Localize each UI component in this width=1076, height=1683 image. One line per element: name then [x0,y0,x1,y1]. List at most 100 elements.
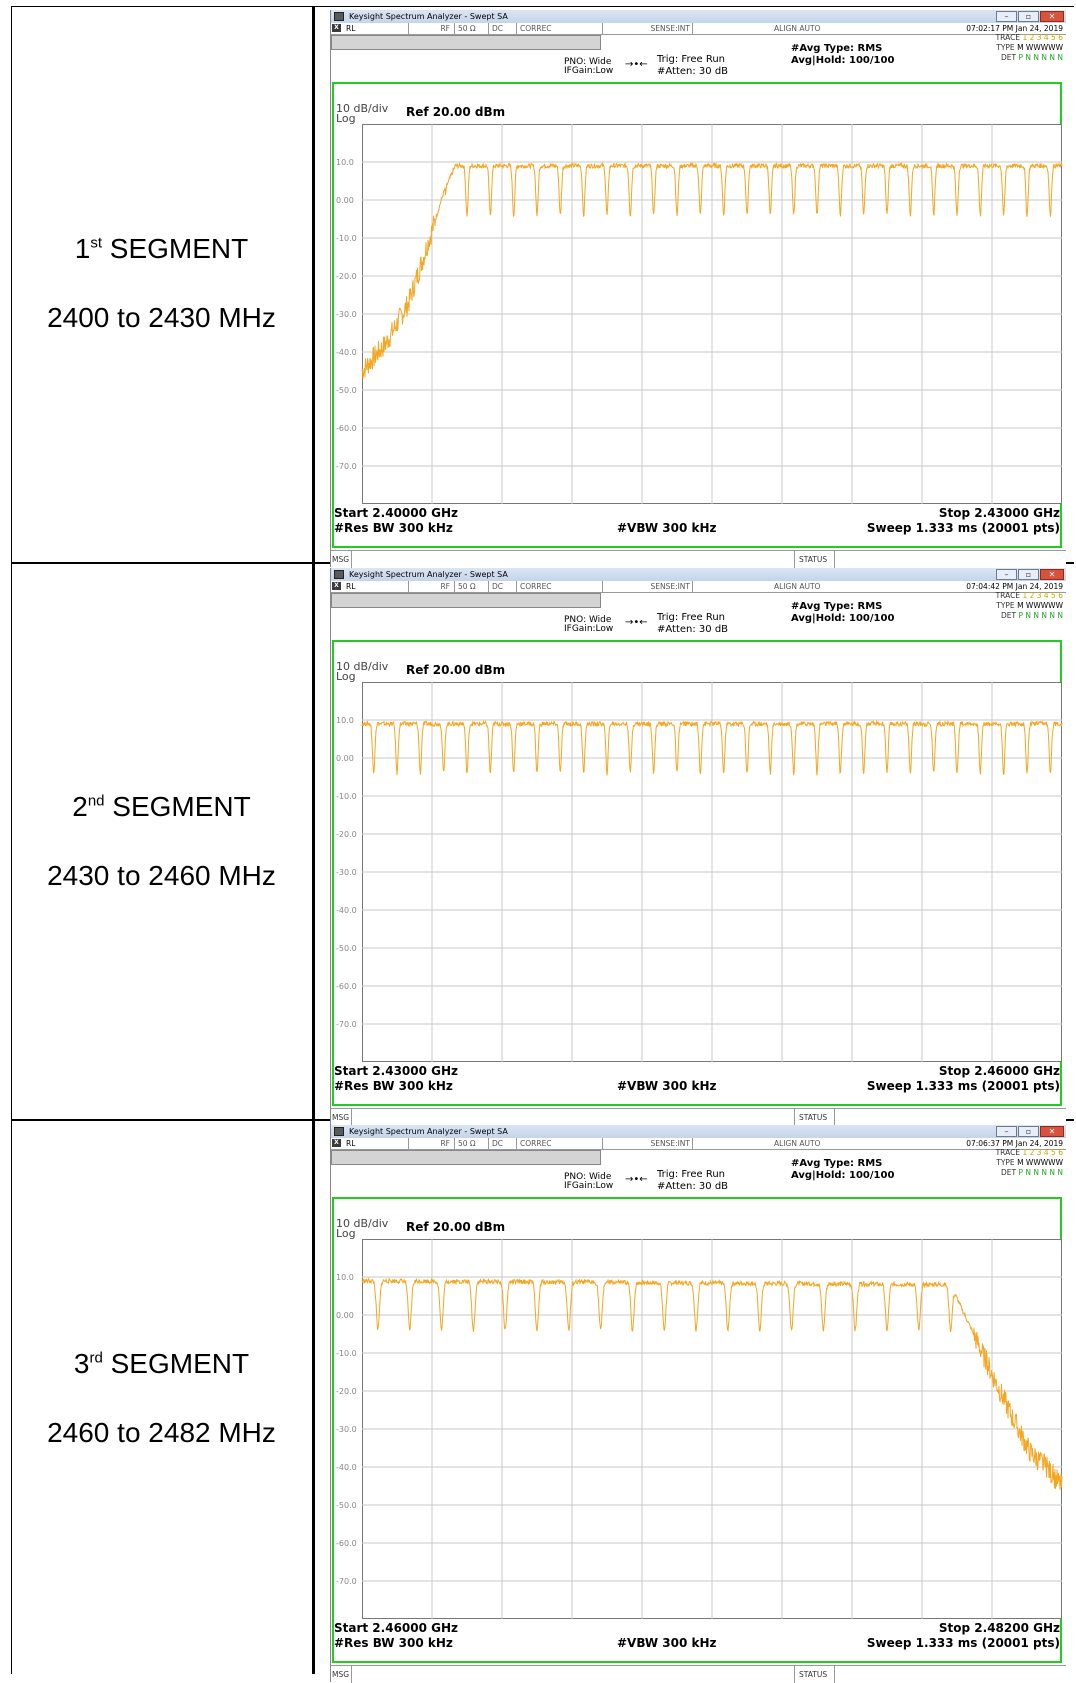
sweep-time: Sweep 1.333 ms (20001 pts) [866,521,1060,535]
window-title: Keysight Spectrum Analyzer - Swept SA [349,12,508,21]
window-titlebar: Keysight Spectrum Analyzer - Swept SA – … [331,10,1066,23]
trace-info: TRACE 1 2 3 4 5 6 TYPE M WWWWW DET P N N… [996,1148,1063,1178]
rl-indicator: RL [343,581,409,592]
y-tick-label: -70.0 [336,1577,357,1586]
timestamp: 07:02:17 PM Jan 24, 2019 [966,24,1063,33]
minimize-icon[interactable]: – [996,11,1017,22]
start-frequency: Start 2.40000 GHz [334,506,459,520]
timestamp: 07:06:37 PM Jan 24, 2019 [966,1139,1063,1148]
reference-level: Ref 20.00 dBm [406,1220,506,1234]
y-tick-label: -40.0 [336,348,357,357]
msg-label: MSG [332,1113,350,1122]
spectrum-trace [361,1277,1063,1490]
timestamp: 07:04:42 PM Jan 24, 2019 [966,582,1063,591]
rl-indicator: RL [343,1138,409,1149]
attenuation-setting: #Atten: 30 dB [657,624,729,635]
y-tick-label: -50.0 [336,1501,357,1510]
spectrum-graph: 10.0 0.00 -10.0 -20.0 -30.0 -40.0 -50.0 -60.0 -7… [336,124,1063,504]
scale-per-div: 10 dB/div [336,1217,389,1230]
y-tick-label: -10.0 [336,792,357,801]
scale-type: Log [336,1227,356,1240]
scale-label: 10 dB/div Log [336,660,389,683]
minimize-icon[interactable]: – [996,569,1017,580]
pno-setting: PNO: Wide [564,615,612,625]
y-tick-label: 10.0 [336,158,354,167]
y-tick-label: -50.0 [336,386,357,395]
entry-field[interactable] [331,1150,601,1165]
trace-label: TRACE [995,1148,1021,1157]
trigger-setting: Trig: Free Run [657,612,725,623]
trace-values: 1 2 3 4 5 6 [1022,591,1063,600]
pno-setting: PNO: Wide [564,57,612,67]
msg-label: MSG [332,555,350,564]
start-frequency: Start 2.46000 GHz [334,1621,459,1635]
type-values: M WWWWW [1017,601,1063,610]
close-icon[interactable]: ✕ [1040,569,1064,580]
maximize-icon[interactable]: ▫ [1018,1126,1039,1137]
resolution-bandwidth: #Res BW 300 kHz [334,1079,453,1093]
align-indicator: ALIGN AUTO [774,582,821,591]
video-bandwidth: #VBW 300 kHz [617,521,717,535]
correc-indicator: CORREC [517,1138,603,1149]
close-icon[interactable]: ✕ [1040,1126,1064,1137]
maximize-icon[interactable]: ▫ [1018,569,1039,580]
message-bar: MSG STATUS [331,1108,1066,1126]
spectrum-trace [361,719,1063,776]
impedance-indicator: 50 Ω [455,1138,489,1149]
type-label: TYPE [996,601,1015,610]
y-tick-label: -30.0 [336,868,357,877]
entry-field[interactable] [331,35,601,50]
trigger-setting: Trig: Free Run [657,1169,725,1180]
table-column-divider [312,6,315,1674]
y-tick-label: -20.0 [336,272,357,281]
trace-values: 1 2 3 4 5 6 [1022,33,1063,42]
instrument-status-bar: X RL RF 50 Ω DC CORREC SENSE:INT ALIGN A… [331,581,1066,593]
entry-field[interactable] [331,593,601,608]
scale-per-div: 10 dB/div [336,660,389,673]
impedance-indicator: 50 Ω [455,23,489,34]
minimize-icon[interactable]: – [996,1126,1017,1137]
det-values: P N N N N N [1018,611,1064,620]
type-values: M WWWWW [1017,1158,1063,1167]
segment-range: 2460 to 2482 MHz [47,1417,276,1448]
video-bandwidth: #VBW 300 kHz [617,1079,717,1093]
det-label: DET [1001,611,1017,620]
type-values: M WWWWW [1017,43,1063,52]
scale-label: 10 dB/div Log [336,103,388,124]
scale-type: Log [336,670,356,683]
det-values: P N N N N N [1018,53,1064,62]
maximize-icon[interactable]: ▫ [1018,11,1039,22]
plot-area: 10 dB/div Log Ref 20.00 dBm 10.0 0.00 -10.… [332,82,1063,548]
app-icon [334,1127,344,1136]
segment-range: 2430 to 2460 MHz [47,860,276,891]
spectrum-graph: 10.0 0.00 -10.0 -20.0 -30.0 -40.0 -50.0 -60.0 -7… [336,1239,1063,1619]
resolution-bandwidth: #Res BW 300 kHz [334,521,453,535]
y-tick-label: -20.0 [336,1387,357,1396]
status-label: STATUS [799,555,828,564]
segment-ordinal-suffix: rd [89,1349,103,1367]
trace-values: 1 2 3 4 5 6 [1022,1148,1063,1157]
avg-hold: Avg|Hold: 100/100 [791,55,895,66]
trigger-arrow-icon: →•← [625,1174,648,1185]
message-bar: MSG STATUS [331,1665,1066,1683]
trace-x-icon: X [332,1139,341,1147]
stop-frequency: Stop 2.48200 GHz [938,1621,1060,1635]
y-tick-label: -60.0 [336,424,357,433]
avg-hold: Avg|Hold: 100/100 [791,1170,895,1181]
instrument-status-bar: X RL RF 50 Ω DC CORREC SENSE:INT ALIGN A… [331,23,1066,35]
status-label: STATUS [799,1670,828,1679]
msg-label: MSG [332,1670,350,1679]
segment-range: 2400 to 2430 MHz [47,302,276,333]
spectrum-trace [361,161,1063,379]
reference-level: Ref 20.00 dBm [406,105,506,119]
trace-label: TRACE [995,591,1021,600]
trace-info: TRACE 1 2 3 4 5 6 TYPE M WWWWW DET P N N… [996,33,1063,63]
y-tick-label: -10.0 [336,1349,357,1358]
y-tick-label: -60.0 [336,982,357,991]
rf-indicator: RF [409,581,455,592]
align-indicator: ALIGN AUTO [774,1139,821,1148]
plot-area: 10 dB/div Log Ref 20.00 dBm 10.0 0.00 -10.… [332,640,1063,1106]
close-icon[interactable]: ✕ [1040,11,1064,22]
segment-number: 3 [73,1348,90,1379]
stop-frequency: Stop 2.46000 GHz [938,1064,1060,1078]
